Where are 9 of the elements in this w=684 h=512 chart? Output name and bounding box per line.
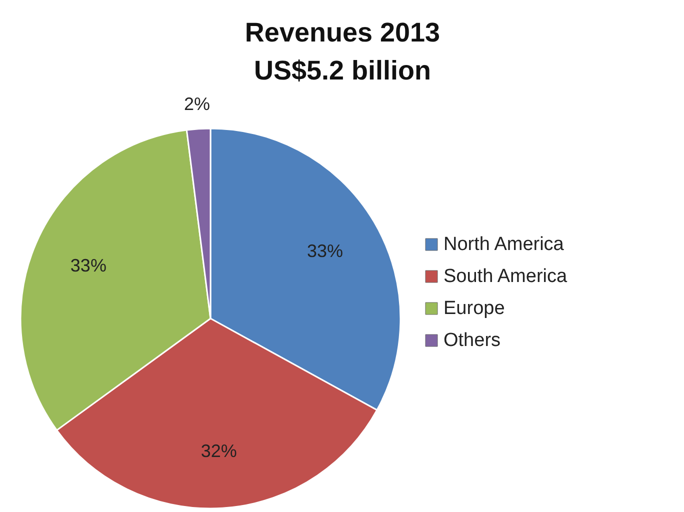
legend-label: South America bbox=[444, 266, 568, 287]
legend-label: North America bbox=[444, 234, 564, 255]
legend-label: Others bbox=[444, 330, 501, 351]
data-label: 33% bbox=[70, 256, 106, 276]
data-label: 2% bbox=[184, 94, 210, 114]
data-label: 33% bbox=[306, 240, 343, 261]
chart-title: Revenues 2013 US$5.2 billion bbox=[244, 18, 440, 86]
legend-label: Europe bbox=[444, 298, 505, 319]
data-label: 32% bbox=[200, 441, 237, 462]
